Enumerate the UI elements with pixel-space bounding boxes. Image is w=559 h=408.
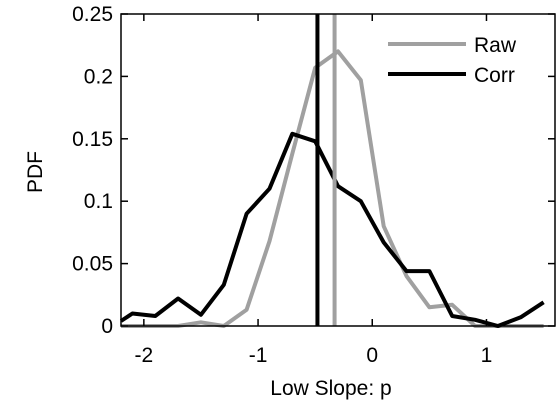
axes-frame — [120, 13, 556, 327]
x-tick-label: 1 — [481, 344, 493, 367]
y-tick-label: 0.25 — [72, 3, 113, 26]
legend-label-corr: Corr — [474, 64, 515, 87]
y-tick-label: 0.1 — [84, 190, 113, 213]
axes: -2 -1 0 1 0 0.05 0.1 0.15 0.2 0.25 — [72, 3, 556, 367]
x-tick-label: -1 — [249, 344, 268, 367]
y-tick-label: 0.2 — [84, 65, 113, 88]
legend-label-raw: Raw — [474, 34, 517, 57]
y-tick-label: 0 — [101, 315, 113, 338]
series-line-corr — [119, 131, 545, 328]
series-line-raw — [121, 49, 544, 328]
y-tick-label: 0.15 — [72, 128, 113, 151]
x-tick-label: -2 — [134, 344, 153, 367]
y-axis-label: PDF — [24, 151, 47, 193]
y-tick-label: 0.05 — [72, 253, 113, 276]
x-axis-label: Low Slope: p — [270, 377, 391, 400]
x-tick-label: 0 — [366, 344, 378, 367]
plot-area — [119, 14, 545, 328]
legend: Raw Corr — [388, 34, 517, 87]
